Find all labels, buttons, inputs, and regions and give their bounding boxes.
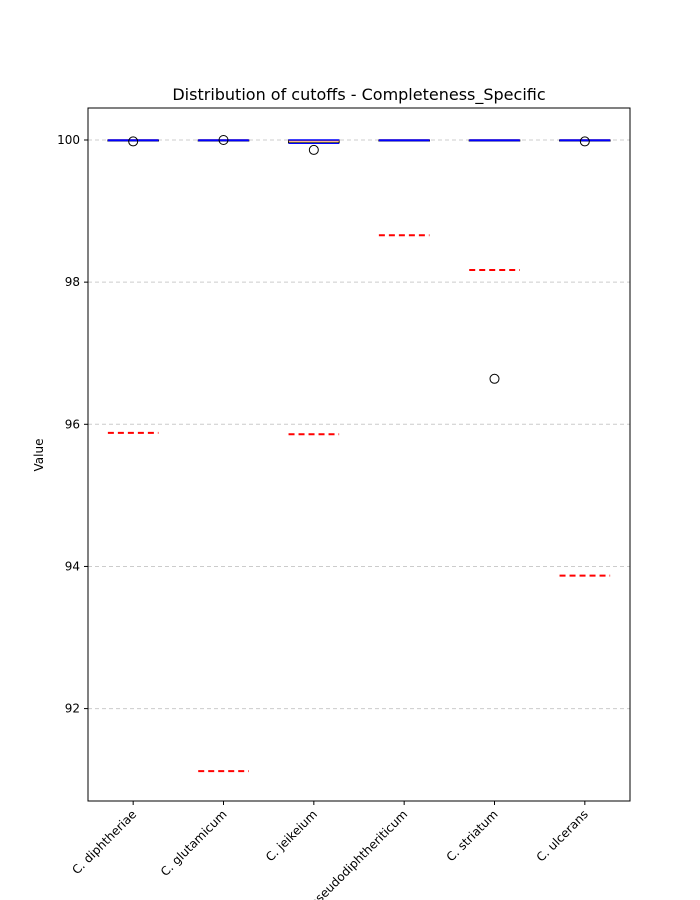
y-tick-label: 92 xyxy=(65,702,80,716)
grid-layer xyxy=(88,139,630,710)
x-tick-label: C. ulcerans xyxy=(534,807,591,864)
outlier-point xyxy=(128,136,139,147)
outlier-point xyxy=(308,144,319,155)
plot-frame xyxy=(87,107,631,802)
x-tick-label: C. striatum xyxy=(444,807,501,864)
y-tick-label: 96 xyxy=(65,417,80,431)
y-axis-label: Value xyxy=(32,439,46,472)
y-tick-label: 94 xyxy=(65,559,80,573)
box-group xyxy=(197,134,250,145)
y-tick-label: 98 xyxy=(65,275,80,289)
x-axis: C. diphtheriae C. glutamicum C. jeikeium C.… xyxy=(69,801,591,900)
x-tick-label: C. jeikeium xyxy=(263,807,320,864)
y-axis: 92 94 96 98 100 xyxy=(57,133,88,716)
boxes-layer xyxy=(107,134,611,384)
box-group xyxy=(288,139,340,155)
box-group xyxy=(378,139,430,142)
x-tick-label: C. glutamicum xyxy=(158,807,230,879)
y-tick-label: 100 xyxy=(57,133,80,147)
box-group xyxy=(107,136,159,147)
chart-title: Distribution of cutoffs - Completeness_S… xyxy=(172,85,545,105)
x-tick-label: C. diphtheriae xyxy=(69,807,139,877)
outlier-point xyxy=(579,136,590,147)
box-group xyxy=(468,139,521,384)
box-group xyxy=(559,136,611,147)
cutoff-layer xyxy=(107,234,611,773)
outlier-point xyxy=(218,134,229,145)
outlier-point xyxy=(489,373,500,384)
